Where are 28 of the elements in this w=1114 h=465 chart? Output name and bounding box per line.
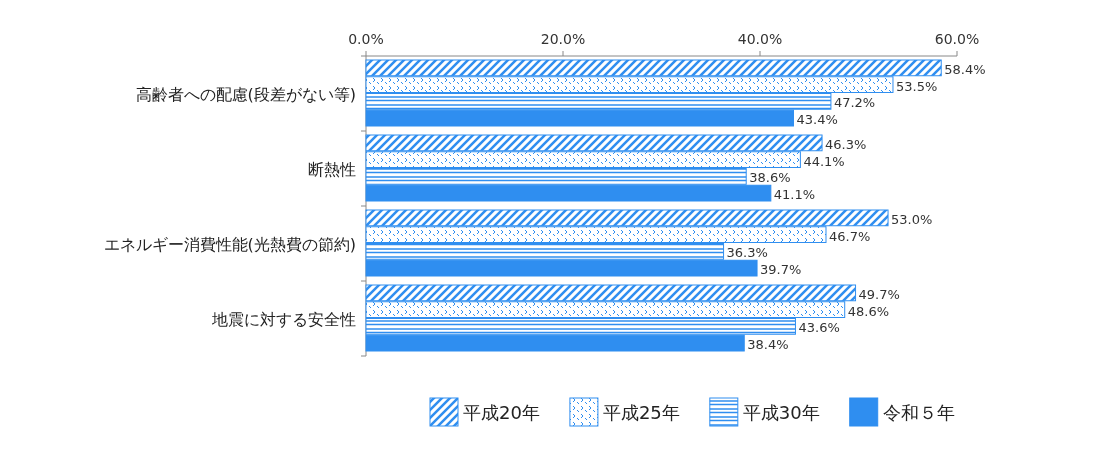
- data-label: 43.6%: [798, 320, 840, 336]
- y-tick-label: 断熱性: [308, 159, 356, 179]
- data-label: 53.5%: [895, 78, 938, 94]
- data-label: 46.3%: [825, 136, 867, 152]
- legend-label: 平成20年: [463, 402, 540, 423]
- y-tick-label: 高齢者への配慮(段差がない等): [135, 84, 356, 104]
- data-label: 36.3%: [726, 245, 768, 261]
- legend-label: 平成30年: [742, 402, 820, 423]
- data-label: 38.6%: [749, 170, 791, 186]
- y-tick-label: エネルギー消費性能(光熱費の節約): [103, 234, 356, 254]
- legend-label: 令和５年: [882, 402, 955, 423]
- data-label: 46.7%: [828, 228, 871, 244]
- legend-label: 平成25年: [602, 402, 680, 423]
- data-label: 41.1%: [773, 187, 816, 202]
- data-label: 47.2%: [833, 95, 876, 111]
- data-label: 49.7%: [858, 286, 900, 302]
- data-label: 53.0%: [891, 211, 933, 227]
- data-label: 44.1%: [803, 153, 845, 169]
- y-tick-label: 地震に対する安全性: [211, 309, 356, 329]
- x-tick-label: 60.0%: [934, 31, 980, 47]
- data-label: 48.6%: [847, 303, 890, 319]
- x-tick-label: 0.0%: [348, 31, 384, 47]
- data-label: 43.4%: [796, 112, 838, 127]
- x-tick-label: 40.0%: [737, 31, 783, 47]
- x-tick-label: 20.0%: [540, 31, 586, 47]
- data-label: 38.4%: [747, 337, 789, 352]
- data-label: 58.4%: [944, 61, 986, 77]
- data-label: 39.7%: [760, 262, 802, 277]
